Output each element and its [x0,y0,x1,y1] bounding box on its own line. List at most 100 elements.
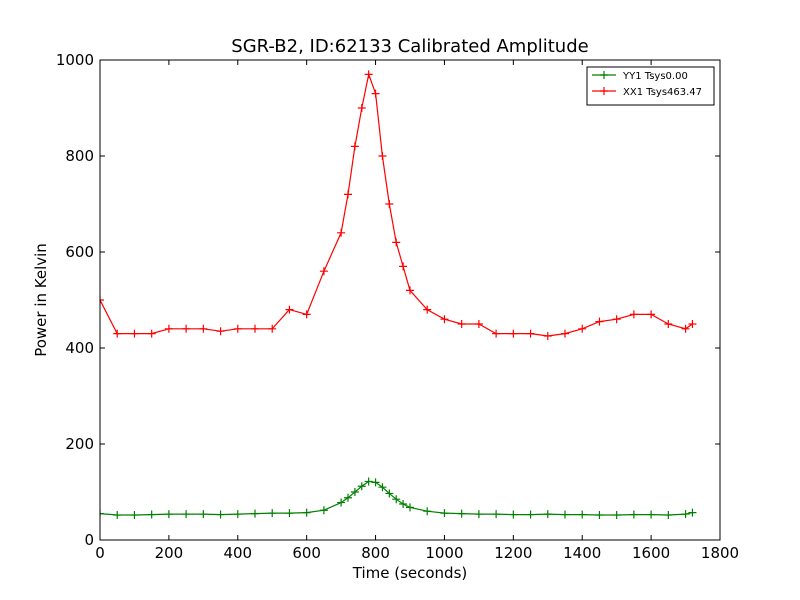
data-point [688,508,697,517]
data-point [216,510,225,519]
data-point [337,498,346,507]
data-point [688,320,697,328]
data-point [344,190,352,199]
data-point [130,511,139,520]
data-point [561,329,569,338]
x-tick-label: 800 [361,544,390,562]
legend-box [586,66,715,106]
data-point [164,324,173,333]
data-point [364,70,373,79]
y-tick-label: 400 [65,339,94,357]
x-tick-label: 1400 [563,544,601,562]
data-point [319,506,328,515]
data-point [268,324,277,333]
data-point [378,483,387,492]
data-point [344,493,352,502]
data-point [399,262,408,271]
data-point [423,305,432,314]
data-point [164,510,173,519]
x-tick-label: 400 [223,544,252,562]
data-point [595,511,604,520]
x-tick-label: 200 [155,544,184,562]
data-point [526,510,535,519]
data-point [474,510,483,519]
data-point [440,315,449,324]
data-point [629,510,638,519]
data-point [113,511,122,520]
data-point [251,509,259,518]
plot-frame [99,59,721,541]
data-point [350,488,359,496]
y-tick-label: 0 [84,531,94,549]
data-point [302,310,311,319]
data-point [392,495,401,504]
data-point [216,327,225,336]
data-point [199,324,208,333]
data-point [406,286,414,295]
data-point [509,510,518,519]
legend-marker [600,71,608,79]
data-point [509,329,518,338]
data-point [233,510,242,519]
data-point [147,329,156,338]
x-tick-label: 1200 [494,544,532,562]
data-point [378,152,387,160]
legend: YY1 Tsys0.00 XX1 Tsys463.47 [586,66,715,106]
data-point [457,509,466,518]
data-point [681,510,690,519]
data-point [561,510,569,519]
data-point [233,324,242,333]
data-point [385,200,394,208]
data-point [399,500,408,508]
legend-label: YY1 Tsys0.00 [622,71,688,82]
data-point [492,329,501,338]
data-point [492,510,501,519]
axis-ticks: 0 200 400 600 800 1000 1200 1400 1600 1800 0 200 400… [56,51,739,562]
y-tick-label: 600 [65,243,94,261]
y-tick-label: 200 [65,435,94,453]
data-point [100,509,104,518]
data-point [182,510,191,519]
legend-item: XX1 Tsys463.47 [592,87,702,98]
data-point [392,238,401,247]
data-point [199,510,208,519]
data-point [350,142,359,151]
data-point [147,510,156,519]
legend-marker [600,87,608,95]
x-tick-label: 1800 [701,544,739,562]
series-0 [100,477,697,520]
data-point [371,478,380,487]
data-point [647,510,656,519]
data-point [302,508,311,517]
data-point [664,320,673,328]
series-1 [100,70,697,340]
data-point [364,477,373,486]
plot-area [100,70,697,520]
data-point [100,296,104,304]
x-tick-label: 1000 [425,544,463,562]
data-point [319,267,328,276]
data-point [612,511,621,520]
data-point [664,511,673,520]
chart-title: SGR-B2, ID:62133 Calibrated Amplitude [231,36,588,57]
x-tick-label: 600 [292,544,321,562]
data-point [251,324,259,333]
y-tick-label: 800 [65,147,94,165]
data-point [371,89,380,98]
data-point [423,507,432,516]
legend-item: YY1 Tsys0.00 [592,71,688,82]
data-point [285,305,294,314]
x-tick-label: 1600 [632,544,670,562]
data-point [543,510,552,519]
data-point [595,317,604,326]
legend-label: XX1 Tsys463.47 [623,87,702,98]
data-point [474,320,483,328]
data-point [182,324,191,333]
data-point [113,329,122,338]
data-point [681,324,690,333]
data-point [578,510,587,519]
y-axis-label: Power in Kelvin [32,243,50,357]
data-point [357,104,366,112]
data-point [578,324,587,333]
